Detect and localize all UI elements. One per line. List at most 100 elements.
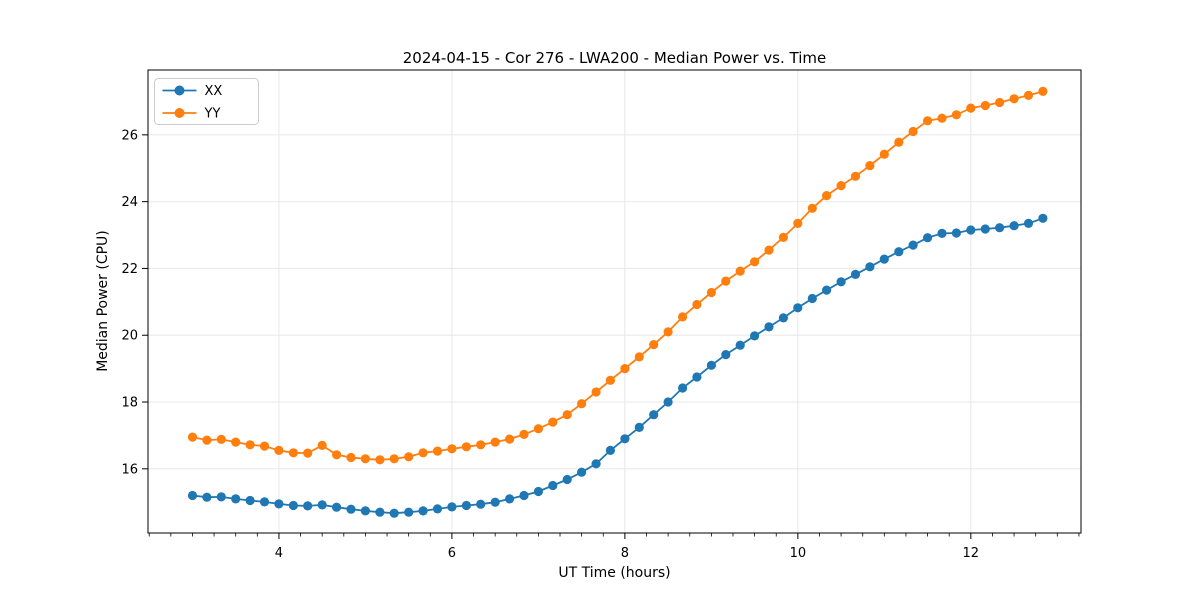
x-tick-label: 8 bbox=[621, 546, 629, 561]
data-point-xx bbox=[807, 293, 817, 304]
data-point-yy bbox=[663, 327, 673, 337]
data-point-yy bbox=[807, 203, 817, 213]
data-point-yy bbox=[1023, 90, 1034, 100]
data-point-yy bbox=[519, 429, 529, 439]
data-point-yy bbox=[995, 97, 1005, 108]
data-point-xx bbox=[706, 360, 717, 370]
data-point-xx bbox=[303, 501, 313, 511]
data-point-yy bbox=[303, 448, 313, 458]
data-point-yy bbox=[923, 116, 933, 126]
data-point-xx bbox=[288, 500, 298, 511]
data-point-xx bbox=[692, 372, 702, 382]
x-tick-label: 10 bbox=[790, 546, 807, 561]
data-point-yy bbox=[346, 452, 356, 463]
data-point-yy bbox=[778, 232, 789, 242]
legend-label-yy: YY bbox=[204, 107, 221, 122]
data-point-yy bbox=[461, 442, 471, 452]
data-point-xx bbox=[894, 247, 904, 257]
data-point-yy bbox=[476, 440, 486, 450]
data-point-yy bbox=[692, 299, 702, 310]
data-point-xx bbox=[389, 508, 399, 518]
data-point-yy bbox=[894, 137, 904, 147]
data-point-yy bbox=[245, 440, 255, 450]
data-point-xx bbox=[793, 303, 803, 313]
data-point-yy bbox=[404, 452, 414, 462]
data-point-yy bbox=[764, 245, 774, 255]
plot-frame bbox=[147, 69, 1082, 534]
data-point-yy bbox=[187, 432, 198, 442]
y-tick-label: 22 bbox=[121, 262, 138, 277]
data-point-yy bbox=[317, 440, 327, 450]
data-point-yy bbox=[288, 448, 298, 458]
data-point-yy bbox=[937, 113, 947, 123]
data-point-yy bbox=[605, 375, 616, 385]
x-axis-label: UT Time (hours) bbox=[558, 565, 670, 581]
data-point-xx bbox=[778, 313, 789, 323]
legend: XX YY bbox=[154, 78, 259, 125]
data-point-xx bbox=[850, 269, 861, 279]
data-point-yy bbox=[259, 441, 270, 451]
data-point-xx bbox=[1038, 213, 1048, 223]
data-point-yy bbox=[634, 352, 644, 362]
plot-layers: 4 6 8 10 12 16 18 20 22 24 26 bbox=[121, 69, 1082, 561]
data-point-xx bbox=[259, 497, 270, 507]
data-point-xx bbox=[533, 486, 544, 497]
data-point-yy bbox=[389, 454, 399, 464]
data-point-xx bbox=[750, 331, 760, 341]
data-point-xx bbox=[375, 507, 385, 517]
data-point-yy bbox=[375, 455, 385, 465]
y-tick-label: 26 bbox=[121, 128, 138, 143]
data-point-yy bbox=[274, 445, 284, 455]
data-point-yy bbox=[721, 276, 731, 286]
data-point-xx bbox=[577, 467, 587, 477]
data-point-xx bbox=[418, 506, 428, 516]
data-point-yy bbox=[202, 435, 212, 445]
data-point-xx bbox=[923, 233, 933, 243]
data-point-xx bbox=[447, 502, 457, 512]
y-axis-label: Median Power (CPU) bbox=[95, 230, 111, 372]
data-point-yy bbox=[735, 266, 745, 276]
data-point-yy bbox=[418, 448, 428, 458]
data-point-xx bbox=[605, 445, 616, 455]
data-point-yy bbox=[505, 434, 515, 444]
data-point-xx bbox=[764, 322, 774, 332]
data-point-yy bbox=[966, 103, 976, 113]
chart-title: 2024-04-15 - Cor 276 - LWA200 - Median P… bbox=[403, 49, 827, 67]
data-point-yy bbox=[231, 437, 241, 447]
data-point-yy bbox=[951, 110, 962, 120]
data-point-yy bbox=[620, 364, 630, 374]
data-point-xx bbox=[317, 500, 327, 510]
data-point-xx bbox=[937, 228, 947, 238]
data-point-yy bbox=[750, 257, 760, 267]
data-point-yy bbox=[649, 340, 659, 350]
data-point-xx bbox=[634, 422, 644, 432]
data-point-xx bbox=[721, 350, 731, 360]
data-point-xx bbox=[505, 494, 515, 504]
legend-swatch-marker bbox=[174, 108, 185, 118]
data-point-xx bbox=[678, 383, 688, 393]
data-point-xx bbox=[591, 459, 601, 469]
data-point-xx bbox=[332, 502, 342, 512]
data-point-xx bbox=[620, 434, 630, 444]
y-tick-label: 20 bbox=[121, 329, 138, 344]
y-tick-label: 24 bbox=[121, 195, 138, 210]
data-point-xx bbox=[548, 480, 558, 491]
data-point-xx bbox=[202, 492, 212, 502]
data-point-yy bbox=[980, 100, 990, 111]
data-point-xx bbox=[822, 285, 832, 295]
data-point-yy bbox=[447, 444, 457, 454]
data-point-yy bbox=[577, 399, 587, 409]
series-line-yy bbox=[192, 90, 1044, 461]
data-point-yy bbox=[793, 218, 803, 228]
data-point-xx bbox=[1009, 221, 1019, 231]
x-tick-label: 6 bbox=[448, 546, 456, 561]
data-point-xx bbox=[1023, 218, 1034, 228]
data-point-yy bbox=[908, 126, 918, 137]
data-point-xx bbox=[490, 497, 500, 507]
data-point-xx bbox=[187, 490, 198, 501]
data-point-xx bbox=[476, 499, 486, 509]
data-point-xx bbox=[432, 504, 443, 514]
data-point-xx bbox=[865, 262, 875, 272]
